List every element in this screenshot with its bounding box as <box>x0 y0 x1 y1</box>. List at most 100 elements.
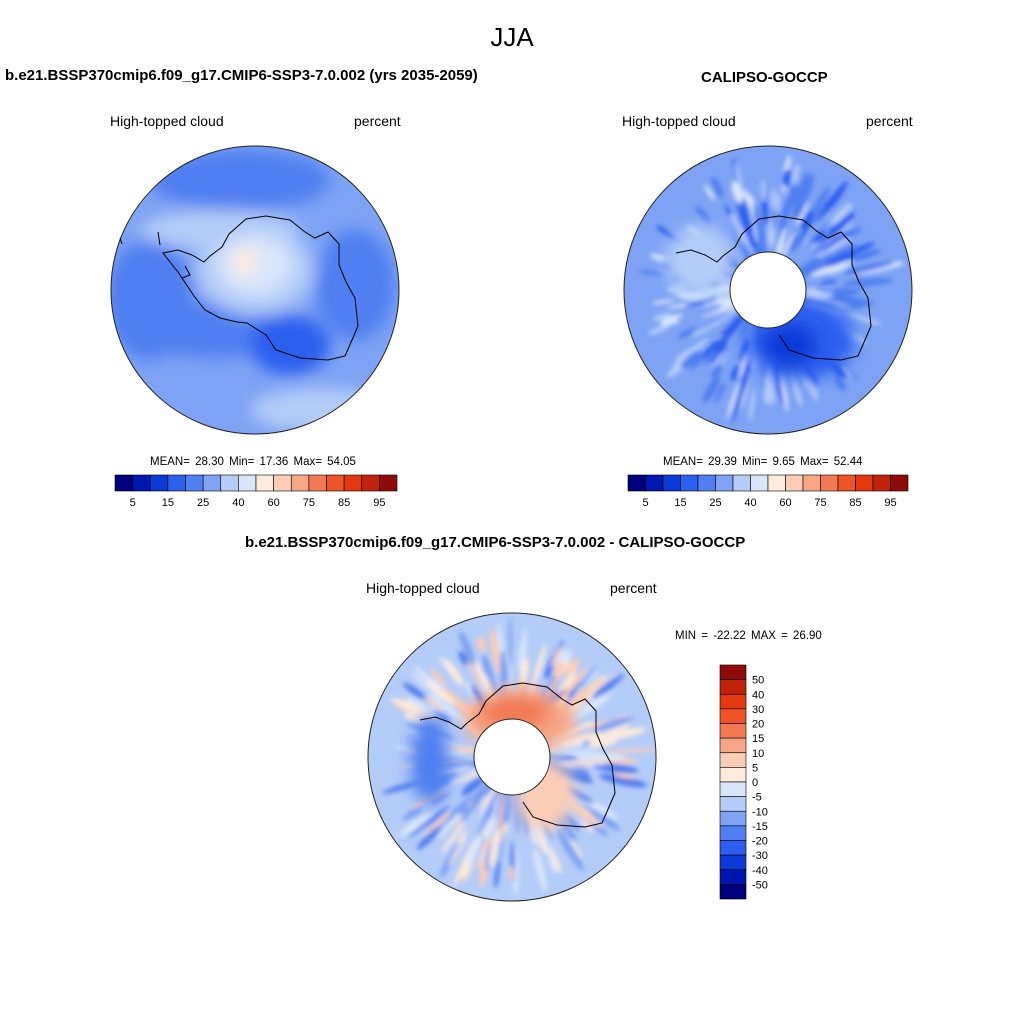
texture-streak <box>798 272 832 285</box>
texture-streak <box>603 722 630 733</box>
diff-colorbar-label: -15 <box>752 821 768 833</box>
texture-streak <box>509 865 514 881</box>
texture-streak <box>425 679 456 707</box>
texture-streak <box>799 246 812 259</box>
texture-streak <box>701 339 720 359</box>
model-colorbar-swatch <box>238 474 257 492</box>
diff-colorbar-swatch <box>719 840 747 856</box>
texture-streak <box>810 261 852 277</box>
texture-streak <box>490 628 501 675</box>
texture-streak <box>570 686 591 705</box>
texture-streak <box>533 847 547 893</box>
texture-streak <box>512 786 520 834</box>
diff-colorbar-swatch <box>719 708 747 724</box>
texture-streak <box>693 311 730 332</box>
texture-streak <box>569 840 583 859</box>
obs-colorbar-label: 25 <box>709 497 721 509</box>
texture-streak <box>477 782 498 818</box>
texture-streak <box>402 682 427 700</box>
texture-streak <box>714 382 726 403</box>
diff-colorbar-label: 40 <box>752 689 764 701</box>
texture-streak <box>499 828 505 865</box>
texture-streak <box>410 672 443 699</box>
page-title: JJA <box>490 22 534 52</box>
diff-colorbar-label: 20 <box>752 719 764 731</box>
texture-streak <box>775 192 781 214</box>
texture-streak <box>809 238 830 255</box>
model-colorbar-swatch <box>220 474 239 492</box>
diff-variable-label: High-topped cloud <box>366 580 480 596</box>
obs-map <box>623 145 913 435</box>
model-colorbar-swatch <box>132 474 151 492</box>
obs-colorbar-swatch <box>872 474 891 492</box>
obs-colorbar-label: 95 <box>884 497 896 509</box>
texture-streak <box>458 630 476 667</box>
diff-panel-header: b.e21.BSSP370cmip6.f09_g17.CMIP6-SSP3-7.… <box>245 534 746 551</box>
obs-colorbar-label: 15 <box>674 497 686 509</box>
obs-variable-label: High-topped cloud <box>622 113 736 129</box>
texture-streak <box>559 677 572 692</box>
texture-streak <box>594 753 625 761</box>
diff-map <box>367 612 657 902</box>
texture-streak <box>791 171 809 217</box>
model-colorbar-label: 15 <box>162 497 174 509</box>
texture-streak <box>561 667 588 698</box>
texture-streak <box>497 621 504 660</box>
texture-streak <box>585 668 600 683</box>
texture-streak <box>754 205 761 230</box>
texture-streak <box>403 712 425 724</box>
texture-streak <box>405 697 436 716</box>
texture-streak <box>778 196 791 239</box>
model-colorbar-swatch <box>149 474 169 492</box>
obs-colorbar-swatch <box>662 474 681 492</box>
texture-streak <box>695 206 711 224</box>
texture-streak <box>792 187 801 204</box>
texture-streak <box>573 666 598 692</box>
texture-streak <box>554 759 607 766</box>
texture-streak <box>428 693 468 724</box>
texture-streak <box>747 204 755 230</box>
obs-colorbar-label: 40 <box>744 497 756 509</box>
texture-streak <box>553 661 564 677</box>
diff-colorbar-swatch <box>719 810 747 827</box>
obs-colorbar-swatch <box>697 474 716 492</box>
diff-colorbar-label: -10 <box>752 806 768 818</box>
obs-colorbar-swatch <box>855 474 874 492</box>
texture-streak <box>441 820 466 854</box>
diff-colorbar-label: -30 <box>752 850 768 862</box>
texture-streak <box>652 299 675 305</box>
texture-streak <box>408 804 451 838</box>
texture-streak <box>520 658 529 684</box>
texture-streak <box>830 300 863 309</box>
texture-streak <box>730 364 740 382</box>
model-colorbar-swatch <box>273 474 292 492</box>
model-colorbar-swatch <box>343 474 363 492</box>
model-colorbar-label: 40 <box>232 497 244 509</box>
texture-streak <box>830 202 853 226</box>
texture-streak <box>851 249 882 261</box>
texture-streak <box>724 187 742 227</box>
texture-streak <box>848 313 882 325</box>
obs-colorbar-label: 85 <box>849 497 861 509</box>
texture-streak <box>592 673 624 698</box>
model-colorbar-label: 95 <box>373 497 385 509</box>
texture-streak <box>548 854 557 873</box>
texture-streak <box>456 829 467 846</box>
texture-streak <box>761 178 766 203</box>
texture-streak <box>740 195 754 239</box>
model-colorbar-swatch <box>167 474 186 492</box>
obs-colorbar-swatch <box>627 474 646 492</box>
obs-colorbar-swatch <box>890 474 909 492</box>
obs-colorbar-swatch <box>715 474 734 492</box>
obs-units-label: percent <box>866 113 913 129</box>
texture-streak <box>736 202 755 250</box>
diff-units-label: percent <box>610 580 657 596</box>
texture-streak <box>556 828 584 872</box>
texture-streak <box>748 389 755 422</box>
texture-streak <box>435 795 473 831</box>
texture-streak <box>807 211 830 240</box>
texture-streak <box>740 358 752 395</box>
texture-streak <box>444 659 464 686</box>
